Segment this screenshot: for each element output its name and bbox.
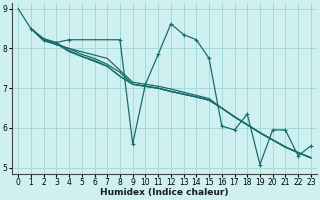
- X-axis label: Humidex (Indice chaleur): Humidex (Indice chaleur): [100, 188, 229, 197]
